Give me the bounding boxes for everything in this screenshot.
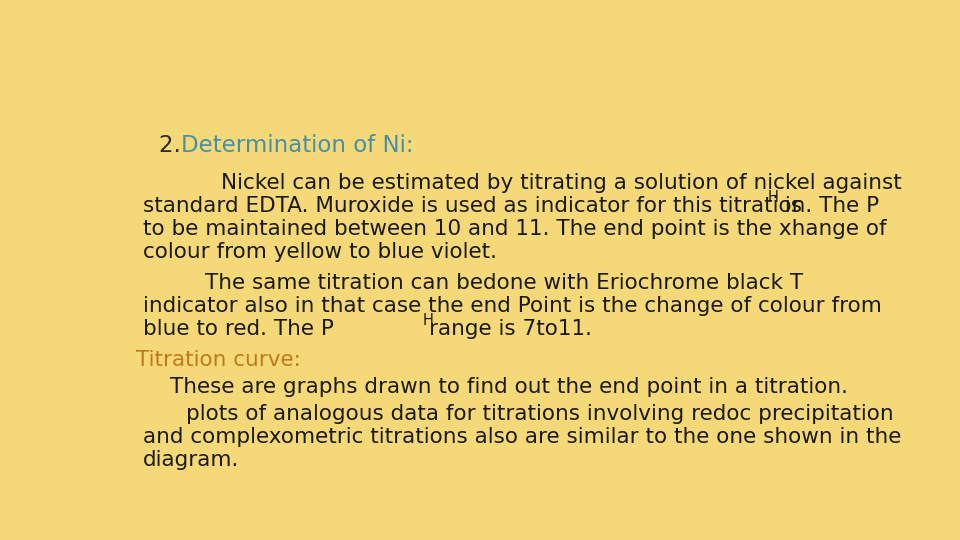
Text: diagram.: diagram. xyxy=(143,450,240,470)
Text: range is 7to11.: range is 7to11. xyxy=(429,319,592,339)
Text: plots of analogous data for titrations involving redoc precipitation: plots of analogous data for titrations i… xyxy=(186,403,894,423)
Text: to be maintained between 10 and 11. The end point is the xhange of: to be maintained between 10 and 11. The … xyxy=(143,219,887,239)
Text: is: is xyxy=(778,195,802,215)
Text: The same titration can bedone with Eriochrome black T: The same titration can bedone with Erioc… xyxy=(205,273,804,293)
Text: H: H xyxy=(768,190,779,205)
Text: Nickel can be estimated by titrating a solution of nickel against: Nickel can be estimated by titrating a s… xyxy=(221,173,901,193)
Text: These are graphs drawn to find out the end point in a titration.: These are graphs drawn to find out the e… xyxy=(170,377,849,397)
Text: and complexometric titrations also are similar to the one shown in the: and complexometric titrations also are s… xyxy=(143,427,901,447)
Text: indicator also in that case the end Point is the change of colour from: indicator also in that case the end Poin… xyxy=(143,296,882,316)
Text: standard EDTA. Muroxide is used as indicator for this titration. The P: standard EDTA. Muroxide is used as indic… xyxy=(143,195,879,215)
Text: H: H xyxy=(423,313,434,328)
Text: blue to red. The P: blue to red. The P xyxy=(143,319,334,339)
Text: Determination of Ni:: Determination of Ni: xyxy=(181,134,414,157)
Text: Titration curve:: Titration curve: xyxy=(135,350,300,370)
Text: colour from yellow to blue violet.: colour from yellow to blue violet. xyxy=(143,242,497,262)
Text: 2.: 2. xyxy=(158,134,188,157)
